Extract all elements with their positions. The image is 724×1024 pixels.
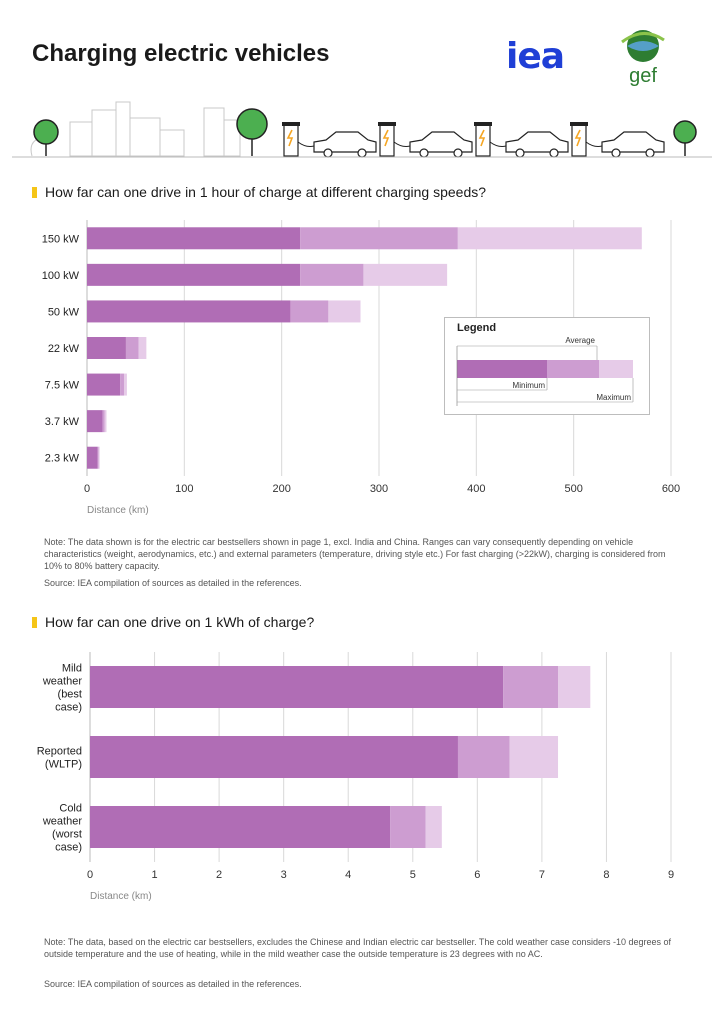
tree-icon: [673, 120, 697, 156]
bar-maximum: [104, 410, 107, 433]
tree-icon: [33, 119, 59, 156]
x-tick-label: 400: [467, 483, 485, 495]
x-tick-label: 6: [474, 869, 480, 881]
section-marker: [32, 186, 37, 198]
bar-minimum: [87, 300, 291, 323]
legend-maximum-label: Maximum: [596, 393, 631, 402]
chart1-note: Note: The data shown is for the electric…: [44, 537, 666, 571]
legend-title: Legend: [457, 322, 497, 334]
charging-station-icon: [282, 122, 300, 157]
category-label: 2.3 kW: [45, 453, 80, 465]
tree-icon: [236, 108, 268, 156]
bar-minimum: [87, 410, 103, 433]
charging-station-icon: [474, 122, 492, 157]
bar-average: [97, 446, 99, 469]
bar-maximum: [98, 446, 100, 469]
chart1: 0 100 200 300 400 500 600 150 kW 100 kW 50 kW 22 k…: [42, 220, 680, 516]
chart1-source: Source: IEA compilation of sources as de…: [44, 578, 302, 588]
category-label: Mild weather (best case): [42, 663, 82, 714]
category-label: 22 kW: [48, 343, 80, 355]
bar-average: [457, 736, 510, 778]
category-label: Cold weather (worst case): [42, 803, 82, 854]
bar-average: [125, 337, 139, 359]
bar-maximum: [138, 337, 147, 359]
x-tick-label: 500: [564, 483, 582, 495]
car-icon: [409, 131, 473, 158]
chart1-section-title: How far can one drive in 1 hour of charg…: [32, 184, 486, 200]
x-tick-label: 9: [668, 869, 674, 881]
chart1-title-text: How far can one drive in 1 hour of charg…: [45, 184, 487, 200]
bar-maximum: [425, 806, 442, 848]
category-label: 100 kW: [42, 270, 80, 282]
bar-maximum: [123, 373, 127, 396]
x-tick-label: 8: [603, 869, 609, 881]
bar-average: [120, 373, 124, 396]
car-icon: [505, 131, 569, 158]
category-label: 7.5 kW: [45, 380, 80, 392]
x-tick-label: 4: [345, 869, 351, 881]
category-label: Reported (WLTP): [37, 746, 82, 771]
legend-average-swatch: [547, 360, 599, 378]
bar-average: [300, 263, 364, 286]
x-tick-label: 7: [539, 869, 545, 881]
gef-logo-text: gef: [629, 65, 657, 86]
legend-average-label: Average: [565, 336, 595, 345]
chart2: 0 1 2 3 4 5 6 7 8 9 Mild weather (best case) Reported(…: [37, 652, 674, 902]
page-title: Charging electric vehicles: [32, 40, 330, 67]
legend-graphic: Average Minimum Maximum: [456, 336, 634, 406]
bar-average: [102, 410, 105, 433]
bar-average: [503, 666, 559, 708]
x-tick-label: 0: [87, 869, 93, 881]
x-tick-label: 2: [216, 869, 222, 881]
bar-maximum: [363, 263, 448, 286]
chart2-section-title: How far can one drive on 1 kWh of charge…: [32, 614, 314, 630]
charging-station-icon: [570, 122, 588, 157]
legend-minimum-swatch: [457, 360, 547, 378]
gef-logo: gef: [621, 30, 665, 86]
x-axis-label: Distance (km): [90, 891, 152, 902]
legend-maximum-swatch: [599, 360, 633, 378]
bar-maximum: [509, 736, 559, 778]
bar-minimum: [87, 446, 98, 469]
bar-maximum: [558, 666, 591, 708]
bar-minimum: [90, 736, 458, 778]
charging-station-icon: [378, 122, 396, 157]
chart2-note: Note: The data, based on the electric ca…: [44, 937, 672, 959]
bar-minimum: [87, 263, 301, 286]
x-tick-label: 1: [151, 869, 157, 881]
bar-maximum: [457, 227, 642, 250]
category-label: 50 kW: [48, 306, 80, 318]
x-tick-label: 100: [175, 483, 193, 495]
car-icon: [313, 131, 377, 158]
bar-minimum: [90, 806, 391, 848]
chart2-source: Source: IEA compilation of sources as de…: [44, 979, 302, 989]
category-label: 3.7 kW: [45, 416, 80, 428]
car-icon: [601, 131, 665, 158]
x-tick-label: 200: [272, 483, 290, 495]
bar-average: [290, 300, 329, 323]
x-axis-label: Distance (km): [87, 505, 149, 516]
chart2-title-text: How far can one drive on 1 kWh of charge…: [45, 614, 315, 630]
category-label: 150 kW: [42, 233, 80, 245]
x-tick-label: 5: [410, 869, 416, 881]
bar-maximum: [328, 300, 361, 323]
section-marker: [32, 616, 37, 628]
bar-minimum: [87, 227, 301, 250]
bar-minimum: [90, 666, 504, 708]
iea-logo: iea: [506, 36, 565, 77]
x-tick-label: 600: [662, 483, 680, 495]
bar-minimum: [87, 337, 126, 359]
bar-average: [300, 227, 458, 250]
bar-average: [390, 806, 426, 848]
city-charging-illustration: [12, 101, 712, 158]
x-tick-label: 3: [281, 869, 287, 881]
x-tick-label: 0: [84, 483, 90, 495]
chart1-legend: Legend Average Minimum Maximum: [444, 317, 650, 415]
x-tick-label: 300: [370, 483, 388, 495]
bar-minimum: [87, 373, 121, 396]
legend-minimum-label: Minimum: [513, 381, 546, 390]
